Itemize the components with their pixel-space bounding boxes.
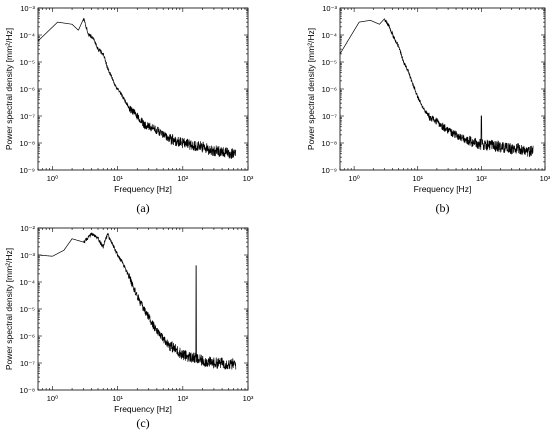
y-tick-label: 10⁻⁷	[20, 112, 35, 121]
y-tick-label: 10⁻⁴	[321, 31, 337, 40]
x-tick-label: 10³	[243, 394, 254, 403]
y-tick-label: 10⁻³	[322, 4, 337, 13]
panel-label: (a)	[136, 201, 149, 215]
y-tick-label: 10⁻⁹	[19, 166, 35, 175]
y-tick-label: 10⁻⁷	[322, 112, 337, 121]
y-tick-label: 10⁻³	[20, 4, 35, 13]
y-tick-label: 10⁻⁸	[20, 386, 35, 395]
panel-label: (c)	[136, 416, 149, 430]
panel-a: 10⁰ 10¹ 10² 10³ 10⁻⁹ 10⁻⁸ 10⁻⁷ 10⁻⁶ 10⁻⁵ 10⁻⁴ 10⁻³…	[4, 4, 254, 215]
y-axis-label: Power spectral density [mm²/Hz]	[306, 28, 316, 150]
y-tick-label: 10⁻⁵	[20, 58, 35, 67]
y-tick-label: 10⁻⁹	[321, 166, 337, 175]
y-tick-label: 10⁻²	[20, 224, 35, 233]
panel-label: (b)	[436, 201, 450, 215]
y-tick-label: 10⁻⁴	[19, 278, 35, 287]
y-tick-label: 10⁻⁶	[322, 85, 337, 94]
x-tick-label: 10³	[243, 174, 254, 183]
x-tick-label: 10⁰	[47, 394, 58, 403]
panel-b: 10⁰ 10¹ 10² 10³ 10⁻⁹ 10⁻⁸ 10⁻⁷ 10⁻⁶ 10⁻⁵ 10⁻⁴ 10⁻³…	[306, 4, 550, 215]
y-tick-label: 10⁻⁸	[322, 139, 337, 148]
y-tick-label: 10⁻⁵	[322, 58, 337, 67]
y-tick-label: 10⁻³	[20, 251, 35, 260]
y-tick-label: 10⁻⁵	[20, 305, 35, 314]
x-tick-label: 10²	[177, 394, 188, 403]
psd-line	[37, 17, 237, 160]
y-axis-label: Power spectral density [mm²/Hz]	[4, 28, 14, 150]
x-axis-label: Frequency [Hz]	[114, 404, 172, 414]
x-tick-label: 10¹	[112, 174, 123, 183]
x-tick-label: 10⁰	[348, 174, 359, 183]
x-axis-label: Frequency [Hz]	[114, 184, 172, 194]
x-tick-label: 10¹	[412, 174, 423, 183]
panel-c: 10⁰ 10¹ 10² 10³ 10⁻⁸ 10⁻⁷ 10⁻⁶ 10⁻⁵ 10⁻⁴ 10⁻³ 10⁻²…	[4, 224, 254, 430]
y-tick-label: 10⁻⁶	[20, 85, 35, 94]
psd-line	[339, 18, 534, 158]
x-tick-label: 10²	[476, 174, 487, 183]
y-tick-label: 10⁻⁶	[20, 332, 35, 341]
y-tick-label: 10⁻⁷	[20, 359, 35, 368]
x-tick-label: 10⁰	[47, 174, 58, 183]
y-tick-label: 10⁻⁸	[20, 139, 35, 148]
y-axis-label: Power spectral density [mm²/Hz]	[4, 248, 14, 370]
x-axis-label: Frequency [Hz]	[414, 184, 472, 194]
x-tick-label: 10¹	[112, 394, 123, 403]
x-tick-label: 10³	[540, 174, 550, 183]
psd-line	[37, 232, 237, 370]
y-tick-label: 10⁻⁴	[19, 31, 35, 40]
x-tick-label: 10²	[177, 174, 188, 183]
